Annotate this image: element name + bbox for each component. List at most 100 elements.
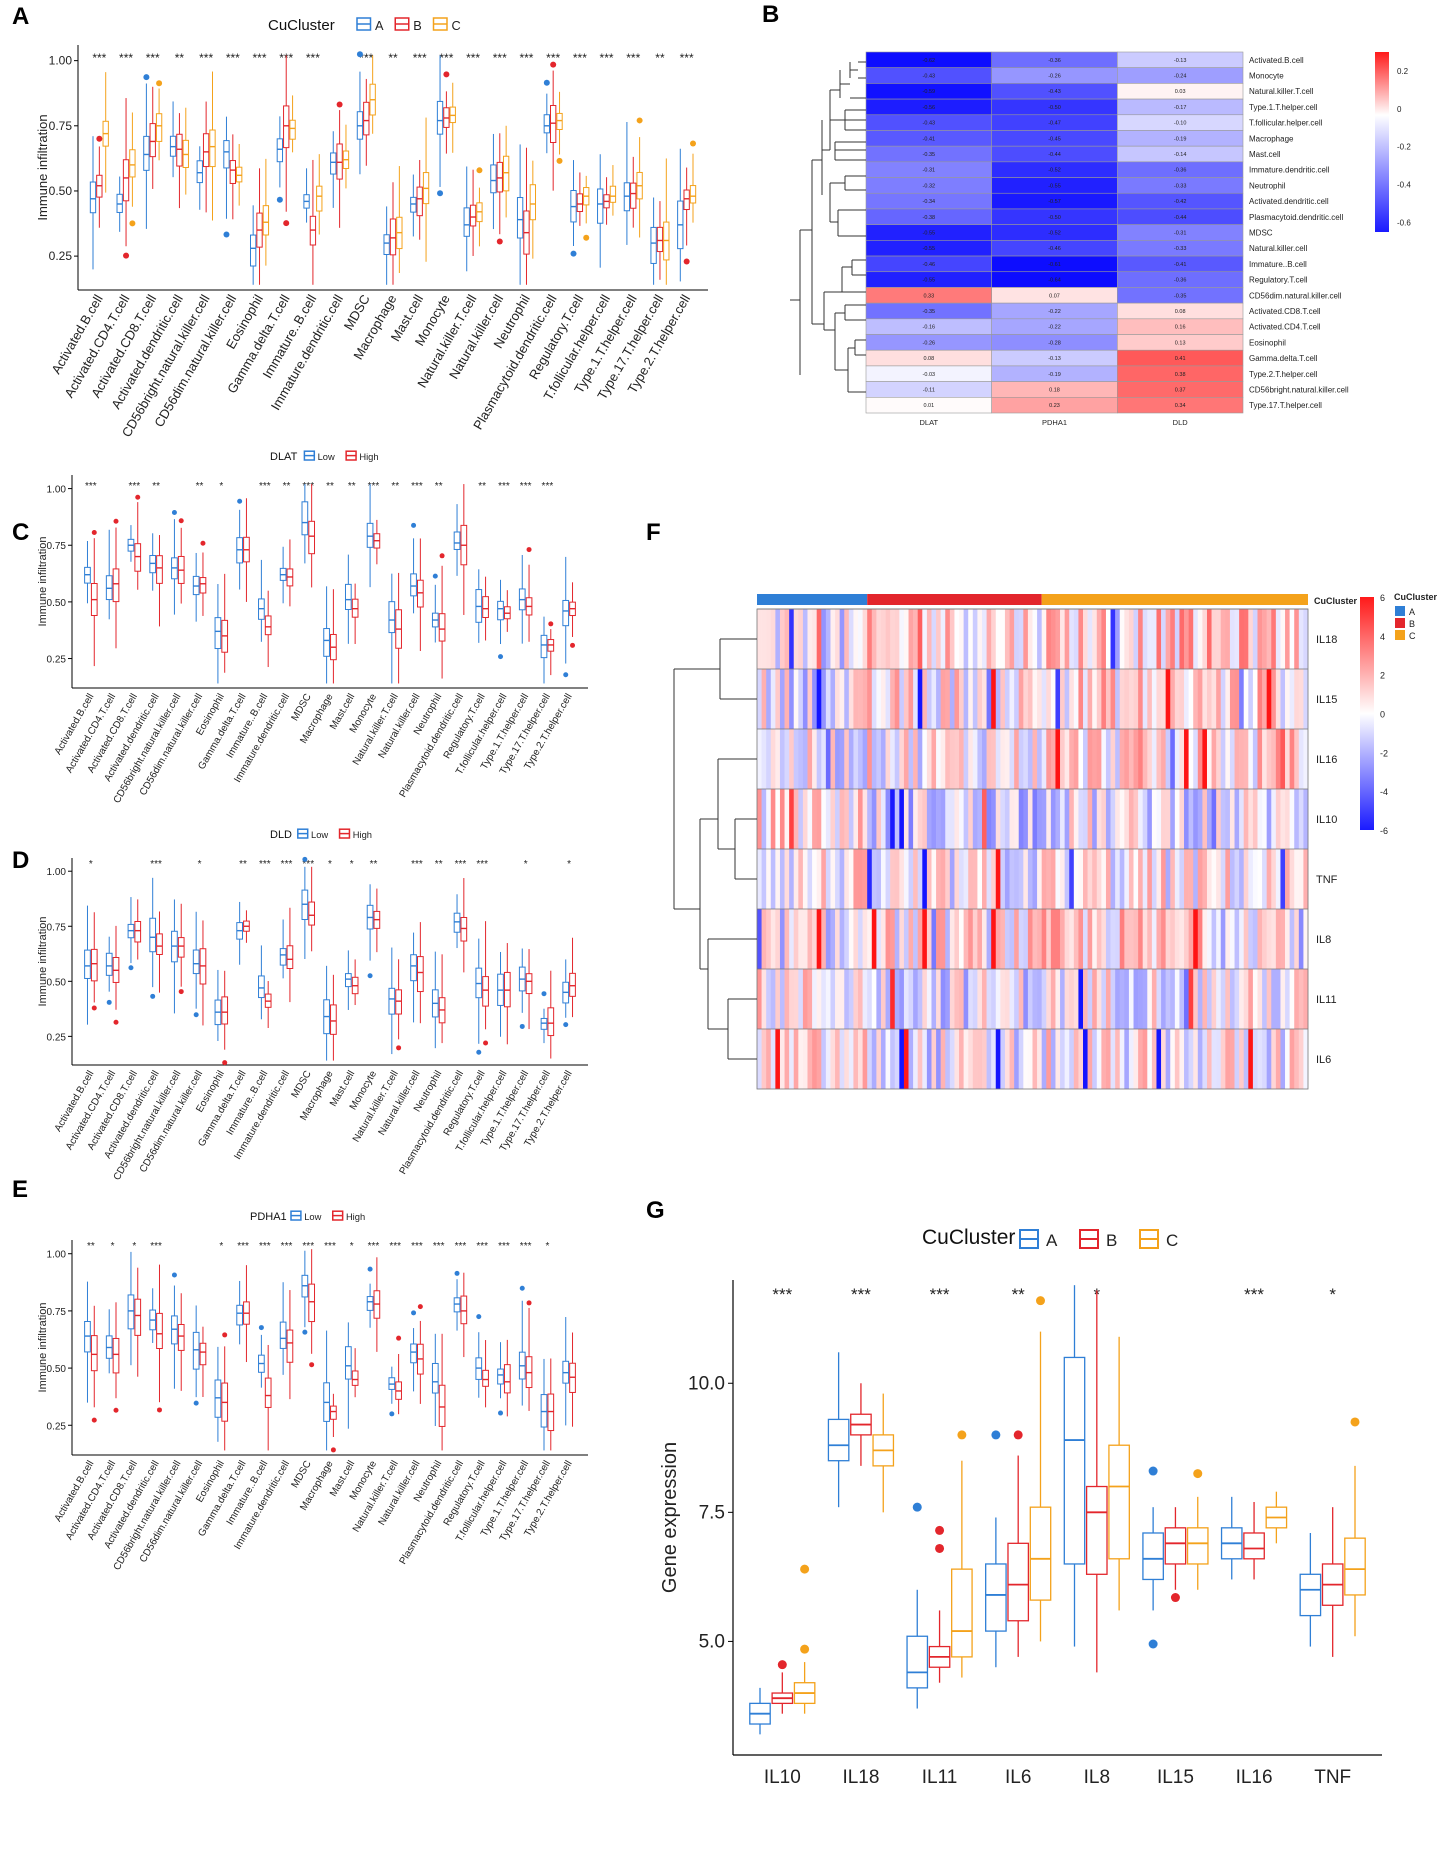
heat-cell: [936, 849, 941, 909]
cell-value: 0.08: [923, 356, 934, 362]
heat-cell: [917, 789, 923, 849]
heat-cell: [1156, 1029, 1162, 1089]
heat-cell: [793, 729, 799, 789]
panel-label-F: F: [646, 519, 661, 546]
heat-cell: [1032, 1029, 1038, 1089]
box-Low: [301, 856, 309, 960]
heat-cell: [959, 909, 964, 969]
heat-cell: [1073, 729, 1079, 789]
heat-cell: [775, 609, 781, 669]
box-body: [689, 185, 697, 204]
outlier-point: [437, 190, 444, 197]
heat-cell: [867, 1029, 873, 1089]
scale-tick-label: -0.4: [1397, 181, 1411, 190]
heat-cell: [1239, 669, 1245, 729]
heat-cell: [1064, 1029, 1070, 1089]
box-High: [547, 1358, 555, 1451]
box-A: [570, 160, 577, 257]
box-B: [576, 172, 584, 226]
box-Low: [214, 584, 222, 684]
heat-cell: [1009, 909, 1015, 969]
box-C: [316, 154, 323, 235]
heat-cell: [1225, 969, 1231, 1029]
heat-cell: [1211, 609, 1217, 669]
box-Low: [236, 1280, 243, 1345]
box-High: [417, 1304, 424, 1404]
box-body: [490, 164, 497, 194]
cell-value: -0.22: [1048, 309, 1061, 315]
cell-value: -0.55: [923, 278, 936, 284]
box-Low: [323, 965, 330, 1061]
scale-tick-label: 2: [1380, 671, 1385, 681]
heat-cell: [1027, 849, 1033, 909]
heat-cell: [1064, 609, 1070, 669]
heat-cell: [963, 609, 969, 669]
box-C: [529, 160, 537, 259]
row-label: Natural.killer.T.cell: [1249, 87, 1314, 96]
outlier-point: [96, 135, 103, 142]
heat-cell: [1050, 909, 1056, 969]
box-High: [221, 1332, 229, 1451]
box-body: [149, 555, 157, 574]
heat-cell: [775, 1029, 781, 1089]
box-body: [436, 100, 444, 135]
box-Low: [388, 573, 396, 684]
heat-cell: [1037, 849, 1042, 909]
heat-cell: [885, 789, 891, 849]
heat-cell: [1156, 729, 1162, 789]
heat-cell: [1069, 909, 1075, 969]
heat-cell: [1216, 1029, 1222, 1089]
heat-cell: [991, 969, 997, 1029]
box-A: [623, 121, 631, 245]
box-Low: [279, 546, 287, 604]
heat-cell: [1156, 849, 1162, 909]
row-label: Natural.killer.cell: [1249, 244, 1307, 253]
box-body: [1142, 1532, 1164, 1581]
heat-cell: [835, 849, 840, 909]
heat-cell: [789, 669, 795, 729]
heat-cell: [940, 969, 946, 1029]
heat-cell: [899, 1029, 905, 1089]
heat-cell: [977, 729, 983, 789]
outlier-point: [389, 1411, 395, 1417]
row-label-TNF: TNF: [1316, 874, 1338, 886]
box-C: [262, 158, 270, 266]
box-A: [143, 74, 150, 229]
box-High: [134, 899, 142, 960]
heat-cell: [871, 729, 877, 789]
heat-cell: [1252, 669, 1258, 729]
box-body: [388, 987, 396, 1015]
cell-value: -0.46: [923, 262, 936, 268]
heat-cell: [1229, 729, 1235, 789]
box-A: [436, 55, 444, 197]
box-body: [1108, 1444, 1130, 1560]
heat-cell: [931, 849, 937, 909]
significance-label: ***: [129, 481, 141, 492]
heat-cell: [1303, 1029, 1309, 1089]
box-body: [438, 613, 446, 642]
significance-label: ***: [368, 1241, 380, 1252]
box-Low: [171, 1272, 178, 1389]
outlier-point: [258, 1325, 264, 1331]
box-High: [525, 547, 533, 642]
heat-cell: [784, 609, 790, 669]
heat-cell: [1064, 969, 1070, 1029]
box-A: [490, 133, 497, 230]
heat-cell: [1229, 609, 1235, 669]
heat-cell: [766, 969, 772, 1029]
heat-cell: [789, 609, 795, 669]
box-B: [202, 101, 210, 213]
significance-label: ***: [253, 51, 267, 65]
heat-cell: [798, 849, 804, 909]
outlier-point: [222, 1060, 228, 1066]
heat-cell: [1023, 609, 1029, 669]
heat-cell: [1165, 849, 1171, 909]
heat-cell: [1096, 1029, 1102, 1089]
heat-cell: [876, 609, 882, 669]
box-B: [469, 169, 477, 256]
heat-cell: [1037, 729, 1042, 789]
heat-cell: [1193, 969, 1199, 1029]
heat-cell: [858, 909, 863, 969]
heat-cell: [1174, 729, 1180, 789]
heat-cell: [1124, 729, 1130, 789]
